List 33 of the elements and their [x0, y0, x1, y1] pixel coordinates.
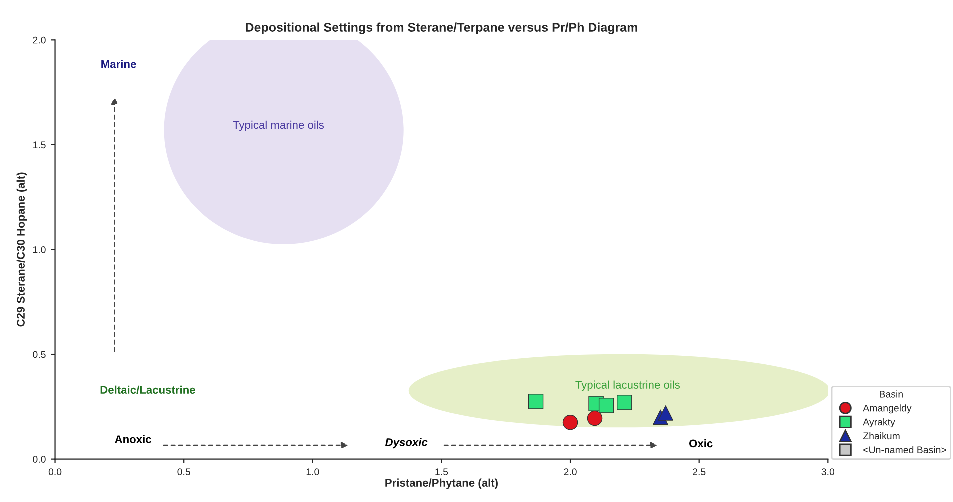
y-tick-label: 1.0 — [33, 246, 46, 254]
legend-title: Basin — [880, 390, 903, 398]
annotation: Typical lacustrine oils — [576, 380, 680, 392]
x-axis-title: Pristane/Phytane (alt) — [386, 478, 498, 490]
point — [616, 395, 632, 410]
legend-label: Zhaikum — [863, 432, 900, 440]
x-tick-label: 2.5 — [693, 468, 706, 476]
annotation: Dysoxic — [385, 438, 428, 449]
y-axis-title: C29 Sterane/C30 Hopane (alt) — [16, 172, 28, 327]
annotation: Anoxic — [115, 435, 152, 444]
point — [658, 406, 674, 421]
chart-title: Depositional Settings from Sterane/Terpane versus Pr/Ph Diagram — [246, 22, 638, 34]
x-tick-label: 1.5 — [436, 468, 448, 476]
point — [528, 394, 544, 410]
x-tick-label: 1.0 — [306, 468, 320, 476]
point — [598, 398, 614, 414]
x-tick-label: 2.0 — [564, 468, 577, 476]
annotation: Deltaic/Lacustrine — [100, 386, 196, 394]
y-tick-label: 1.5 — [33, 142, 46, 149]
x-tick-label: 0.5 — [178, 468, 190, 476]
legend-label: Amangeldy — [863, 404, 912, 414]
y-tick-label: 0.5 — [33, 351, 46, 358]
legend-label: Ayrakty — [863, 418, 896, 428]
annotation: Typical marine oils — [233, 120, 324, 132]
x-tick-label: 0.0 — [48, 468, 62, 476]
annotation: Marine — [102, 60, 136, 68]
point — [587, 410, 603, 426]
point — [562, 415, 578, 430]
y-tick-label: 0.0 — [33, 456, 46, 463]
legend-label: <Un-named Basin> — [864, 446, 946, 454]
y-tick-label: 2.0 — [33, 36, 46, 44]
x-tick-label: 3.0 — [822, 468, 835, 476]
annotation: Oxic — [689, 439, 713, 448]
